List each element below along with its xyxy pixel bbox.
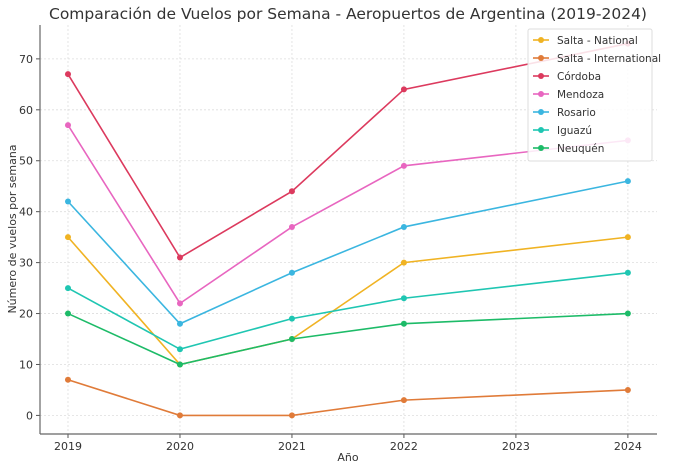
y-tick-label: 20 <box>19 308 33 321</box>
data-point <box>64 234 71 241</box>
y-axis-label: Número de vuelos por semana <box>6 144 19 313</box>
series-line <box>67 271 628 351</box>
y-tick-label: 70 <box>19 53 33 66</box>
series-group <box>64 40 631 419</box>
legend-label: Córdoba <box>557 71 601 83</box>
data-point <box>176 346 183 353</box>
legend-marker <box>538 91 544 97</box>
data-point <box>624 234 631 241</box>
legend-marker <box>538 127 544 133</box>
series-line <box>67 312 628 366</box>
data-point <box>624 386 631 393</box>
x-tick-label: 2021 <box>278 440 306 453</box>
data-point <box>288 188 295 195</box>
x-tick-label: 2023 <box>502 440 530 453</box>
data-point <box>624 178 631 185</box>
y-tick-label: 0 <box>26 409 33 422</box>
legend-label: Salta - International <box>557 53 661 65</box>
x-tick-label: 2024 <box>614 440 642 453</box>
y-tick-label: 50 <box>19 155 33 168</box>
data-point <box>400 295 407 302</box>
x-axis-label: Año <box>337 451 358 464</box>
data-point <box>400 259 407 266</box>
data-point <box>64 71 71 78</box>
series-line <box>67 180 629 325</box>
legend-label: Mendoza <box>557 89 604 101</box>
y-tick-label: 30 <box>19 257 33 270</box>
data-point <box>400 397 407 404</box>
data-point <box>176 320 183 327</box>
data-point <box>176 300 183 307</box>
x-tick-label: 2019 <box>54 440 82 453</box>
data-point <box>624 310 631 317</box>
legend-marker <box>538 73 544 79</box>
legend-label: Rosario <box>557 107 596 119</box>
data-point <box>64 310 71 317</box>
data-point <box>64 285 71 292</box>
data-point <box>288 315 295 322</box>
data-point <box>288 269 295 276</box>
data-point <box>176 254 183 261</box>
x-tick-label: 2020 <box>166 440 194 453</box>
legend-label: Salta - National <box>557 35 638 47</box>
data-point <box>288 336 295 343</box>
y-tick-label: 60 <box>19 104 33 117</box>
data-point <box>176 412 183 419</box>
data-point <box>64 376 71 383</box>
data-point <box>400 320 407 327</box>
data-point <box>64 122 71 129</box>
data-point <box>288 412 295 419</box>
legend-marker <box>538 37 544 43</box>
data-point <box>288 223 295 230</box>
data-point <box>400 162 407 169</box>
legend-marker <box>538 109 544 115</box>
data-point <box>400 223 407 230</box>
series-line <box>67 236 628 366</box>
y-tick-label: 10 <box>19 358 33 371</box>
data-point <box>64 198 71 205</box>
legend-label: Neuquén <box>557 143 604 155</box>
x-tick-label: 2022 <box>390 440 418 453</box>
chart-title: Comparación de Vuelos por Semana - Aerop… <box>49 5 647 23</box>
data-point <box>624 269 631 276</box>
legend-marker <box>538 55 544 61</box>
data-point <box>176 361 183 368</box>
legend: Salta - National Salta - International Cór… <box>527 28 661 162</box>
legend-marker <box>538 145 544 151</box>
axes: 0 10 20 30 40 50 60 70 2019 2020 2021 2022 2023 2024 <box>19 25 657 453</box>
data-point <box>400 86 407 93</box>
series-line <box>67 378 628 417</box>
y-tick-label: 40 <box>19 206 33 219</box>
legend-box <box>527 28 653 162</box>
legend-label: Iguazú <box>557 125 592 137</box>
